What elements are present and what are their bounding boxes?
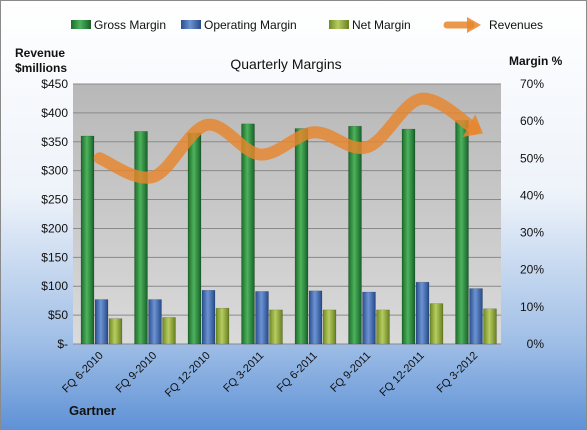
bar-operating-margin xyxy=(362,291,376,345)
bar-gross-margin xyxy=(294,128,309,345)
right-axis-title: Margin % xyxy=(509,54,563,68)
bar-gross-margin xyxy=(348,125,362,345)
legend: Gross Margin Operating Margin Net Margin… xyxy=(71,17,543,33)
x-tick-label: FQ 6-2011 xyxy=(275,350,320,395)
right-tick-label: 10% xyxy=(520,300,544,314)
bar-gross-margin xyxy=(187,132,202,345)
bar-gross-margin xyxy=(455,120,469,345)
right-tick-label: 70% xyxy=(520,77,544,91)
bar-gross-margin xyxy=(241,123,255,345)
x-tick-label: FQ 9-2010 xyxy=(114,350,160,396)
chart-title: Quarterly Margins xyxy=(230,56,341,72)
x-tick-label: FQ 6-2010 xyxy=(60,350,106,396)
legend-arrowhead-revenues xyxy=(467,17,481,33)
revenue-line-arrowhead xyxy=(462,114,483,138)
legend-label-gross-margin: Gross Margin xyxy=(94,18,166,32)
bar-operating-margin xyxy=(148,299,162,345)
x-tick-label: FQ 12-2011 xyxy=(377,350,426,399)
right-tick-label: 60% xyxy=(520,114,544,128)
bar-net-margin xyxy=(376,309,390,345)
legend-swatch-net-margin xyxy=(329,20,349,29)
legend-swatch-gross-margin xyxy=(71,20,91,29)
left-axis-title-line1: Revenue xyxy=(15,46,65,60)
left-tick-label: $100 xyxy=(41,279,68,293)
revenue-line-path xyxy=(93,92,481,184)
left-tick-label: $250 xyxy=(41,193,68,207)
x-axis-ticks: FQ 6-2010 FQ 9-2010 FQ 12-2010 FQ 3-2011 FQ … xyxy=(60,350,480,400)
right-axis-ticks: 0% 10% 20% 30% 40% 50% 60% 70% xyxy=(520,77,544,351)
legend-label-net-margin: Net Margin xyxy=(352,18,411,32)
bar-operating-margin xyxy=(94,299,109,345)
right-tick-label: 30% xyxy=(520,226,544,240)
right-tick-label: 0% xyxy=(527,337,545,351)
bar-net-margin xyxy=(162,317,176,345)
left-tick-label: $50 xyxy=(48,308,68,322)
left-tick-label: $450 xyxy=(41,77,68,91)
bar-gross-margin xyxy=(401,128,416,345)
x-tick-label: FQ 9-2011 xyxy=(328,350,373,395)
left-tick-label: $150 xyxy=(41,250,68,264)
revenue-line xyxy=(93,92,483,184)
bar-operating-margin xyxy=(201,290,216,345)
bar-operating-margin xyxy=(308,290,323,345)
left-tick-label: $300 xyxy=(41,164,68,178)
x-tick-label: FQ 3-2012 xyxy=(435,350,481,396)
bar-operating-margin xyxy=(255,291,269,345)
x-tick-label: FQ 3-2011 xyxy=(221,350,266,395)
bar-operating-margin xyxy=(415,281,430,345)
right-tick-label: 50% xyxy=(520,151,544,165)
bar-net-margin xyxy=(429,303,444,345)
left-axis-ticks: $- $50 $100 $150 $200 $250 $300 $350 $400 $450 xyxy=(41,77,68,351)
legend-swatch-operating-margin xyxy=(181,20,201,29)
bar-net-margin xyxy=(215,307,230,345)
bar-net-margin xyxy=(108,318,123,345)
bar-gross-margin xyxy=(134,131,148,345)
bar-gross-margin xyxy=(80,135,95,345)
left-tick-label: $350 xyxy=(41,135,68,149)
right-tick-label: 40% xyxy=(520,188,544,202)
left-tick-label: $- xyxy=(57,337,68,351)
left-tick-label: $400 xyxy=(41,106,68,120)
source-label: Gartner xyxy=(69,403,116,418)
left-axis-title-line2: $millions xyxy=(15,61,67,75)
bar-net-margin xyxy=(483,308,497,345)
bar-operating-margin xyxy=(469,288,483,345)
legend-label-operating-margin: Operating Margin xyxy=(204,18,297,32)
legend-label-revenues: Revenues xyxy=(489,18,543,32)
left-tick-label: $200 xyxy=(41,221,68,235)
right-tick-label: 20% xyxy=(520,263,544,277)
bars xyxy=(80,120,497,345)
bar-net-margin xyxy=(269,309,283,345)
bar-net-margin xyxy=(322,309,337,345)
x-tick-label: FQ 12-2010 xyxy=(163,350,213,400)
